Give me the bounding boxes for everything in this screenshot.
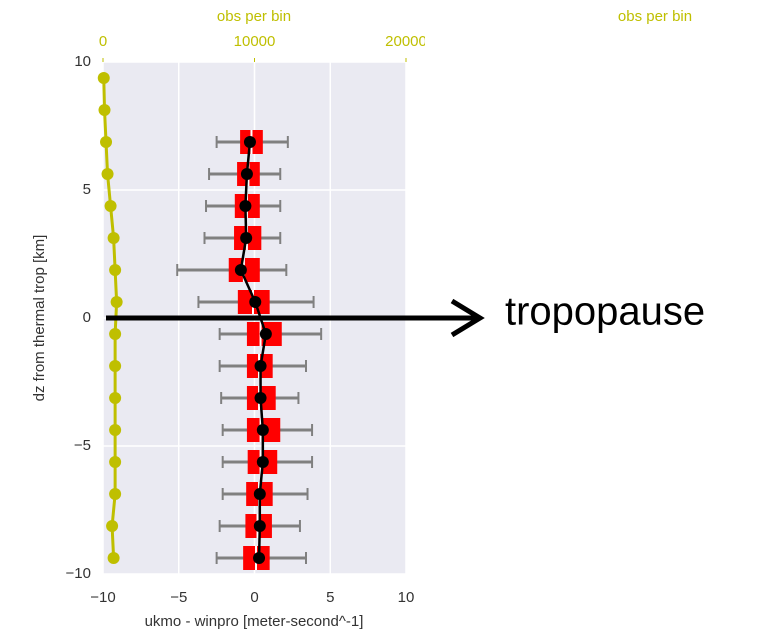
x-tick-label: −5: [170, 589, 187, 606]
x2-tick-label: 20000: [385, 33, 427, 50]
x2-tick-label: 0: [99, 33, 107, 50]
obs-point: [109, 328, 122, 340]
obs-point: [101, 168, 114, 180]
y-tick-label: −5: [74, 437, 91, 454]
x-tick-label: −10: [90, 589, 115, 606]
obs-point: [97, 72, 110, 84]
mean-point: [253, 552, 266, 564]
mean-point: [254, 392, 267, 404]
mean-point: [243, 136, 256, 148]
x-tick-label: 10: [398, 589, 415, 606]
obs-point: [106, 520, 119, 532]
y-tick-label: 0: [83, 309, 91, 326]
mean-point: [253, 520, 266, 532]
obs-point: [98, 104, 111, 116]
y-tick-label: 5: [83, 181, 91, 198]
obs-point: [109, 264, 122, 276]
obs-point: [104, 200, 117, 212]
mean-point: [259, 328, 272, 340]
obs-point: [100, 136, 113, 148]
x2-tick-label: 10000: [234, 33, 276, 50]
mean-point: [253, 488, 266, 500]
annotation-text: tropopause: [505, 290, 705, 334]
mean-point: [256, 456, 269, 468]
mean-point: [254, 360, 267, 372]
y-label: dz from thermal trop [km]: [31, 235, 48, 402]
y-tick-label: 10: [74, 53, 91, 70]
obs-point: [109, 488, 122, 500]
mean-point: [234, 264, 247, 276]
obs-point: [107, 232, 120, 244]
mean-point: [249, 296, 262, 308]
annotation-arrowhead: [450, 298, 485, 338]
x2-label: obs per bin: [618, 8, 692, 25]
obs-point: [109, 392, 122, 404]
labels: −10 −5 0 5 10 −10 −5 0 5 10 0 10000 20000: [66, 33, 427, 606]
x-label: ukmo - winpro [meter-second^-1]: [145, 613, 364, 630]
obs-point: [110, 296, 123, 308]
mean-point: [240, 168, 253, 180]
obs-point: [109, 360, 122, 372]
x-tick-label: 0: [250, 589, 258, 606]
obs-point: [107, 552, 120, 564]
x-tick-label: 5: [326, 589, 334, 606]
mean-point: [240, 232, 253, 244]
mean-point: [256, 424, 269, 436]
x2-label: obs per bin: [217, 8, 291, 25]
y-tick-label: −10: [66, 565, 91, 582]
obs-point: [109, 456, 122, 468]
mean-point: [239, 200, 252, 212]
obs-point: [109, 424, 122, 436]
